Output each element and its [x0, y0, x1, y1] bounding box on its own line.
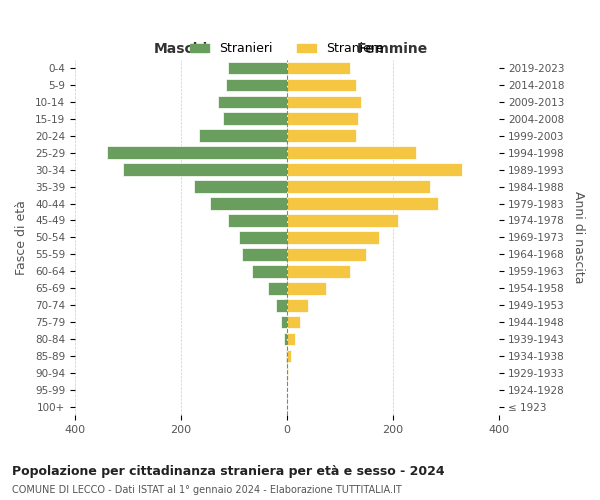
Bar: [287, 332, 295, 345]
Bar: [287, 62, 350, 74]
Text: Popolazione per cittadinanza straniera per età e sesso - 2024: Popolazione per cittadinanza straniera p…: [12, 465, 445, 478]
Y-axis label: Fasce di età: Fasce di età: [15, 200, 28, 275]
Bar: [287, 248, 366, 260]
Bar: [210, 197, 287, 210]
Bar: [287, 282, 326, 294]
Bar: [287, 197, 437, 210]
Bar: [287, 265, 350, 278]
Bar: [287, 112, 358, 125]
Bar: [107, 146, 287, 159]
Bar: [281, 316, 287, 328]
Bar: [287, 214, 398, 227]
Bar: [253, 265, 287, 278]
Bar: [287, 130, 356, 142]
Bar: [194, 180, 287, 193]
Bar: [287, 96, 361, 108]
Bar: [239, 231, 287, 244]
Bar: [229, 214, 287, 227]
Bar: [286, 350, 287, 362]
Bar: [287, 180, 430, 193]
Bar: [287, 316, 300, 328]
Bar: [226, 78, 287, 92]
Bar: [199, 130, 287, 142]
Bar: [218, 96, 287, 108]
Bar: [268, 282, 287, 294]
Bar: [287, 164, 461, 176]
Bar: [276, 299, 287, 312]
Bar: [287, 350, 291, 362]
Bar: [287, 231, 379, 244]
Legend: Stranieri, Straniere: Stranieri, Straniere: [185, 38, 389, 60]
Y-axis label: Anni di nascita: Anni di nascita: [572, 191, 585, 284]
Bar: [242, 248, 287, 260]
Bar: [287, 366, 288, 380]
Text: COMUNE DI LECCO - Dati ISTAT al 1° gennaio 2024 - Elaborazione TUTTITALIA.IT: COMUNE DI LECCO - Dati ISTAT al 1° genna…: [12, 485, 402, 495]
Text: Femmine: Femmine: [357, 42, 428, 56]
Bar: [284, 332, 287, 345]
Bar: [287, 146, 416, 159]
Bar: [223, 112, 287, 125]
Bar: [229, 62, 287, 74]
Bar: [287, 78, 356, 92]
Bar: [122, 164, 287, 176]
Bar: [287, 299, 308, 312]
Text: Maschi: Maschi: [154, 42, 208, 56]
